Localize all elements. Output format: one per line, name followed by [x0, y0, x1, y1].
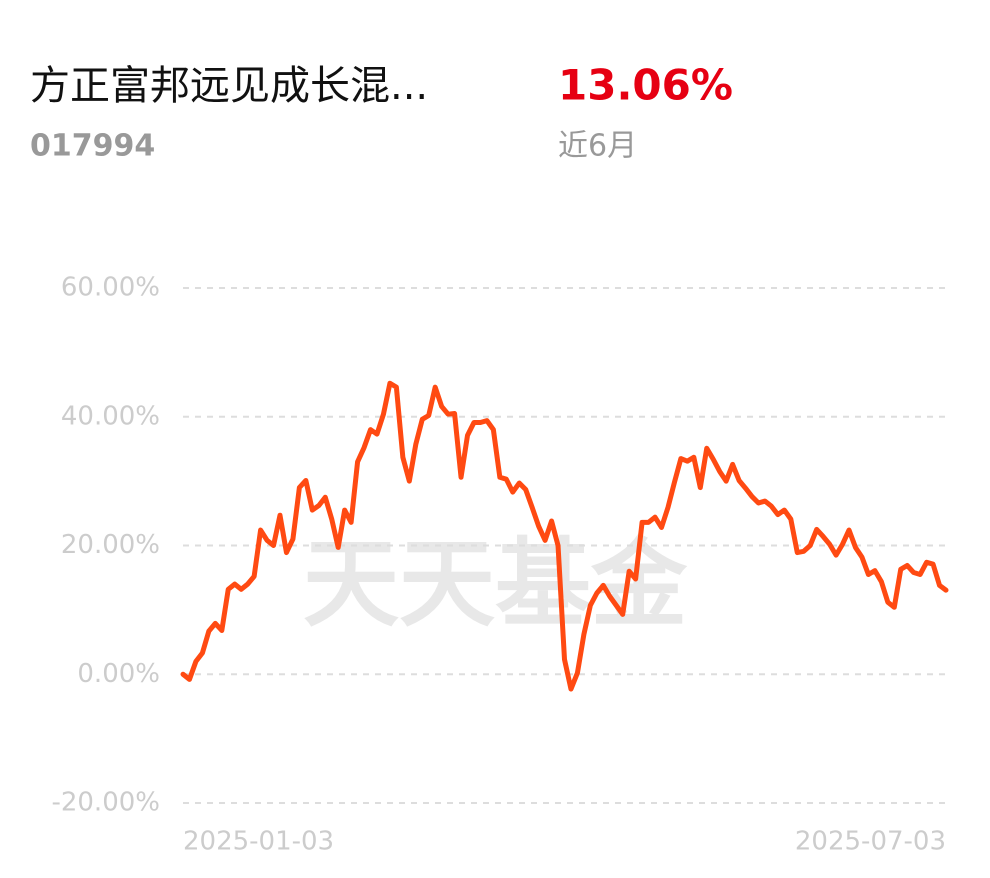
y-tick-label: 40.00% — [61, 401, 160, 431]
period-label: 近6月 — [558, 129, 637, 164]
x-tick-label: 2025-07-03 — [795, 827, 946, 857]
y-tick-label: 20.00% — [61, 530, 160, 560]
watermark: 天天基金 — [303, 527, 688, 640]
return-value: 13.06% — [558, 61, 733, 110]
x-tick-label: 2025-01-03 — [183, 827, 334, 857]
price-line — [180, 380, 949, 692]
fund-code: 017994 — [30, 129, 155, 164]
y-tick-label: 60.00% — [61, 273, 160, 303]
y-tick-label: -20.00% — [51, 788, 160, 818]
fund-name: 方正富邦远见成长混... — [30, 63, 428, 109]
y-tick-label: 0.00% — [77, 659, 160, 689]
